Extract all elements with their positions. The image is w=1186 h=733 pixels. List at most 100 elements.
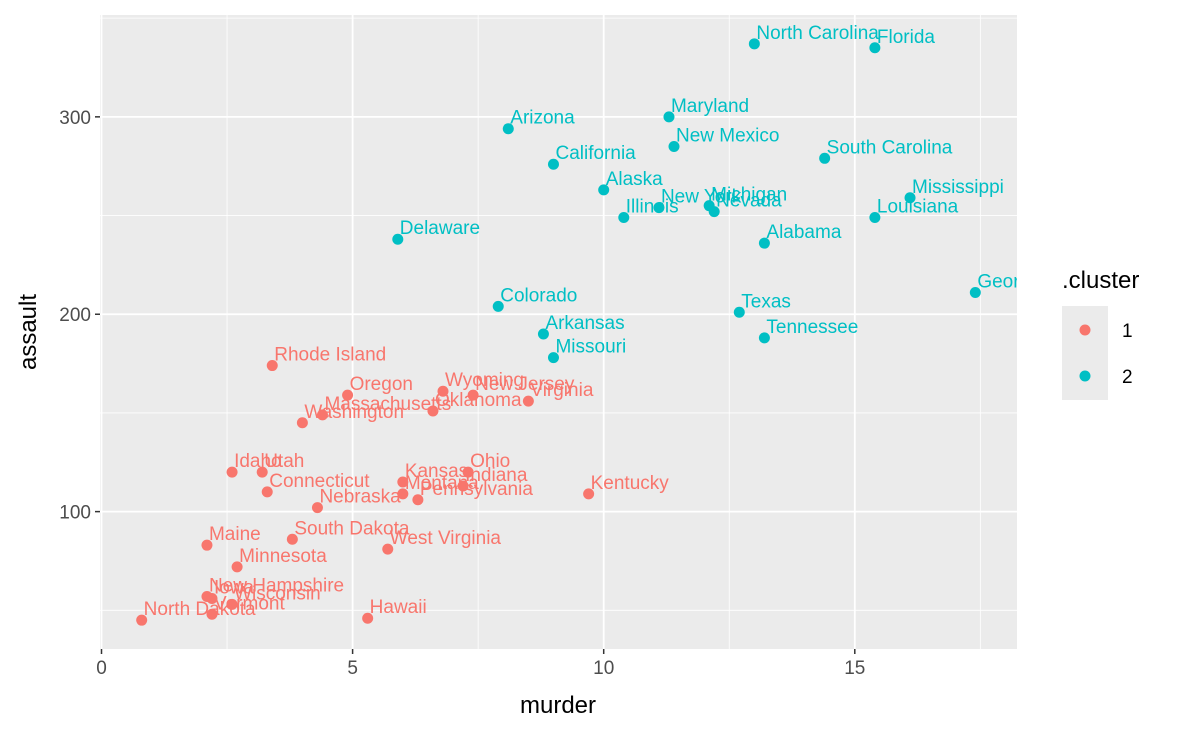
point xyxy=(502,123,514,135)
point-label: Nebraska xyxy=(319,487,401,508)
point xyxy=(598,184,610,196)
point-label: Ohio xyxy=(470,451,510,472)
point xyxy=(397,488,409,500)
point xyxy=(457,480,469,492)
y-tick-label: 200 xyxy=(59,305,91,326)
point-label: Minnesota xyxy=(239,546,327,567)
point xyxy=(462,466,474,478)
point-label: Delaware xyxy=(400,218,480,239)
point-label: California xyxy=(555,143,636,164)
point xyxy=(412,494,424,506)
point-label: Illinois xyxy=(626,197,679,218)
point xyxy=(904,192,916,204)
point xyxy=(537,328,549,340)
point xyxy=(708,206,720,218)
point-label: Rhode Island xyxy=(274,345,386,366)
point-label: Vermont xyxy=(214,593,285,614)
point-label: Mississippi xyxy=(912,177,1004,198)
point-label: Virginia xyxy=(530,380,593,401)
point xyxy=(748,38,760,50)
point xyxy=(758,332,770,344)
point xyxy=(467,389,479,401)
point-label: New Jersey xyxy=(475,374,575,395)
point-label: North Carolina xyxy=(756,23,879,44)
point-label: Wisconsin xyxy=(234,583,321,604)
point-label: Alabama xyxy=(766,222,841,243)
point-label: South Carolina xyxy=(827,137,953,158)
point xyxy=(869,212,881,224)
point xyxy=(618,212,630,224)
point-label: New Hampshire xyxy=(209,575,344,596)
legend-label: 1 xyxy=(1122,321,1133,342)
point xyxy=(226,466,238,478)
x-axis-title: murder xyxy=(520,692,596,719)
grid xyxy=(100,15,1017,649)
point xyxy=(231,561,243,573)
point xyxy=(869,42,881,54)
point-label: Iowa xyxy=(214,577,255,598)
point-label: New Mexico xyxy=(676,125,779,146)
point xyxy=(547,158,559,170)
point xyxy=(226,598,238,610)
point xyxy=(136,614,148,626)
legend-background xyxy=(1062,306,1108,400)
panel xyxy=(100,15,1017,649)
point-label: Kansas xyxy=(405,461,468,482)
point-label: Utah xyxy=(264,451,304,472)
point xyxy=(382,543,394,555)
point-label: Connecticut xyxy=(269,471,370,492)
point-label: West Virginia xyxy=(390,528,502,549)
x-tick-label: 10 xyxy=(593,658,614,679)
y-axis-title: assault xyxy=(15,294,42,370)
point-label: Arizona xyxy=(510,108,575,129)
legend-title: .cluster xyxy=(1062,267,1139,294)
point-label: Washington xyxy=(304,402,404,423)
x-tick-label: 5 xyxy=(347,658,358,679)
point-label: North Dakota xyxy=(144,599,256,620)
point xyxy=(397,476,409,488)
point xyxy=(311,502,323,514)
point-label: Massachusetts xyxy=(324,394,451,415)
point xyxy=(362,612,374,624)
point xyxy=(668,140,680,152)
point xyxy=(206,608,218,620)
point xyxy=(261,486,273,498)
point xyxy=(733,306,745,318)
point xyxy=(653,202,665,214)
point xyxy=(427,405,439,417)
legend-label: 2 xyxy=(1122,367,1133,388)
point-label: Alaska xyxy=(606,169,663,190)
point xyxy=(316,409,328,421)
point xyxy=(342,389,354,401)
point-label: Tennessee xyxy=(766,317,858,338)
point xyxy=(522,395,534,407)
legend: .cluster 1 2 xyxy=(1062,267,1139,400)
point xyxy=(492,300,504,312)
point-label: Colorado xyxy=(500,285,577,306)
point-label: Oklahoma xyxy=(435,390,522,411)
point-label: Wyoming xyxy=(445,370,524,391)
point xyxy=(286,533,298,545)
point xyxy=(437,385,449,397)
point-label: Missouri xyxy=(555,337,626,358)
point xyxy=(256,466,268,478)
point-label: Idaho xyxy=(234,451,282,472)
point xyxy=(392,233,404,245)
x-tick-label: 15 xyxy=(844,658,865,679)
point xyxy=(663,111,675,123)
point-label: Hawaii xyxy=(370,597,427,618)
plot-area: Connecticut Hawaii Idaho Indiana Iowa Kansas K… xyxy=(136,23,1017,626)
point xyxy=(758,237,770,249)
point xyxy=(296,417,308,429)
point-label: Michigan xyxy=(711,185,787,206)
legend-key xyxy=(1079,370,1091,382)
y-tick-label: 100 xyxy=(59,503,91,524)
point-label: New York xyxy=(661,187,742,208)
point-label: Arkansas xyxy=(545,313,624,334)
point xyxy=(819,152,831,164)
point-label: Oregon xyxy=(350,374,413,395)
point-label: Kentucky xyxy=(591,473,670,494)
point xyxy=(266,360,278,372)
